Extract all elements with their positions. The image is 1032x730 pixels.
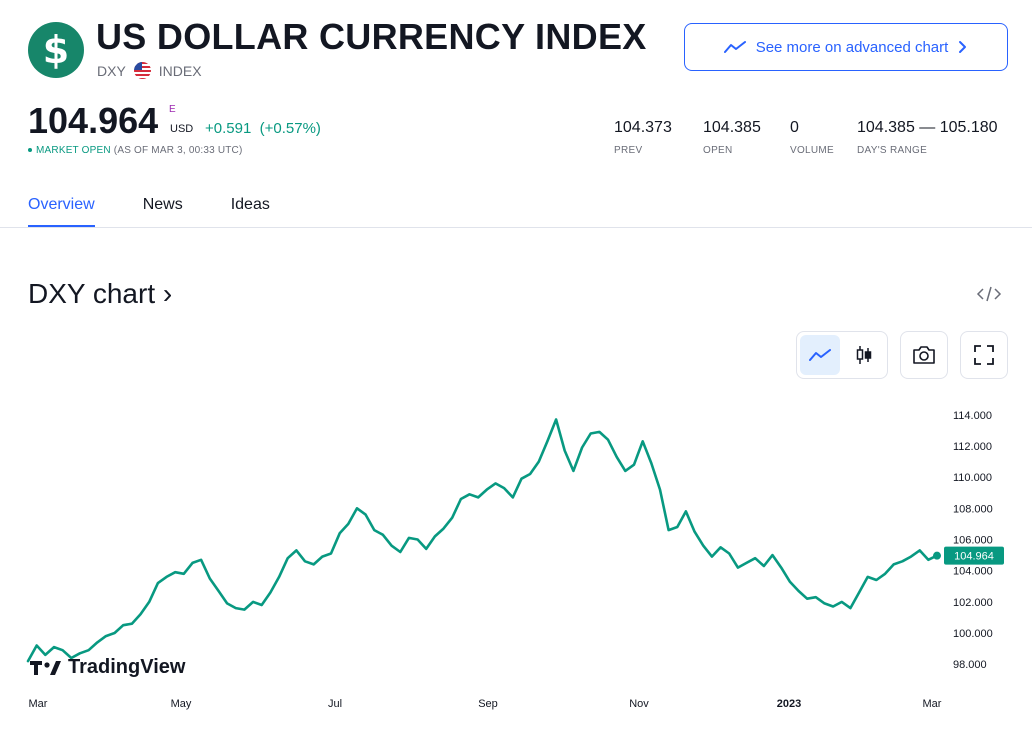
stat-volume: 0 VOLUME bbox=[790, 119, 834, 156]
chart-title-link[interactable]: DXY chart › bbox=[28, 278, 173, 309]
price-series-line bbox=[26, 418, 939, 663]
last-price-point bbox=[933, 551, 941, 560]
x-tick-label: Nov bbox=[629, 698, 649, 710]
stat-label: OPEN bbox=[703, 145, 733, 156]
tradingview-brand: TradingView bbox=[68, 656, 186, 678]
tradingview-logo: TradingView bbox=[30, 656, 185, 679]
stat-label: VOLUME bbox=[790, 145, 835, 156]
price-change: +0.591 (+0.57%) bbox=[205, 120, 321, 137]
stat-label: DAY'S RANGE bbox=[857, 145, 928, 156]
change-pct: (+0.57%) bbox=[259, 120, 321, 137]
market-status: MARKET OPEN (AS OF MAR 3, 00:33 UTC) bbox=[28, 145, 243, 156]
y-tick-label: 114.000 bbox=[953, 410, 992, 422]
candles-style-button[interactable] bbox=[844, 335, 884, 375]
y-tick-label: 106.000 bbox=[953, 535, 993, 547]
as-of-time: (AS OF MAR 3, 00:33 UTC) bbox=[113, 145, 243, 156]
chart-style-toggle bbox=[796, 331, 888, 379]
y-tick-label: 100.000 bbox=[953, 628, 993, 640]
candles-icon bbox=[856, 346, 872, 364]
stat-value: 104.385 bbox=[703, 119, 761, 136]
chevron-right-icon bbox=[959, 41, 967, 53]
line-style-button[interactable] bbox=[800, 335, 840, 375]
y-tick-label: 108.000 bbox=[953, 503, 993, 515]
trend-line-icon bbox=[723, 41, 746, 53]
symbol-line: DXY INDEX bbox=[97, 62, 202, 79]
symbol-type: INDEX bbox=[158, 62, 202, 79]
exchange-mark: E bbox=[169, 104, 176, 115]
stat-value: 0 bbox=[790, 119, 799, 136]
symbol-ticker: DXY bbox=[97, 62, 126, 79]
x-tick-label: Jul bbox=[328, 698, 342, 710]
x-tick-label: Sep bbox=[478, 698, 498, 710]
status-dot-icon bbox=[28, 148, 32, 153]
price-currency: USD bbox=[170, 123, 194, 135]
advanced-chart-button[interactable]: See more on advanced chart bbox=[684, 23, 1008, 71]
change-abs: +0.591 bbox=[205, 120, 252, 137]
y-tick-label: 98.000 bbox=[953, 659, 987, 671]
x-tick-label: May bbox=[171, 698, 192, 710]
stat-value: 104.385 — 105.180 bbox=[857, 119, 998, 136]
embed-code-icon[interactable] bbox=[975, 283, 1003, 305]
tab-news[interactable]: News bbox=[142, 196, 183, 213]
y-tick-label: 102.000 bbox=[953, 597, 993, 609]
last-value-badge bbox=[944, 546, 1004, 565]
x-tick-label: Mar bbox=[923, 698, 942, 710]
us-flag-icon bbox=[133, 62, 151, 79]
tab-overview[interactable]: Overview bbox=[28, 196, 95, 228]
y-tick-label: 110.000 bbox=[953, 472, 992, 484]
y-tick-label: 104.000 bbox=[953, 566, 993, 578]
currency-logo: $ bbox=[28, 22, 84, 78]
stat-label: PREV bbox=[614, 145, 643, 156]
tab-ideas[interactable]: Ideas bbox=[230, 196, 270, 213]
stat-open: 104.385 OPEN bbox=[703, 119, 761, 156]
price-chart[interactable]: 114.000 112.000 110.000 108.000 106.000 104.0… bbox=[0, 380, 1032, 720]
advanced-chart-label: See more on advanced chart bbox=[755, 38, 949, 56]
page-title: US DOLLAR CURRENCY INDEX bbox=[96, 16, 647, 57]
last-price: 104.964 bbox=[28, 100, 159, 141]
fullscreen-button[interactable] bbox=[960, 331, 1008, 379]
camera-icon bbox=[913, 346, 935, 364]
x-tick-label: Mar bbox=[29, 698, 48, 710]
y-tick-label: 112.000 bbox=[953, 441, 992, 453]
snapshot-button[interactable] bbox=[900, 331, 948, 379]
tab-divider bbox=[0, 227, 1032, 228]
tab-bar: Overview News Ideas bbox=[28, 196, 270, 228]
line-chart-icon bbox=[809, 349, 831, 361]
tradingview-mark-icon bbox=[30, 660, 61, 675]
market-open-label: MARKET OPEN bbox=[36, 145, 111, 156]
last-value-label: 104.964 bbox=[954, 551, 994, 563]
stat-days-range: 104.385 — 105.180 DAY'S RANGE bbox=[857, 119, 998, 156]
stat-value: 104.373 bbox=[614, 119, 672, 136]
x-tick-label: 2023 bbox=[777, 698, 801, 710]
stat-prev: 104.373 PREV bbox=[614, 119, 672, 156]
fullscreen-icon bbox=[974, 345, 994, 365]
